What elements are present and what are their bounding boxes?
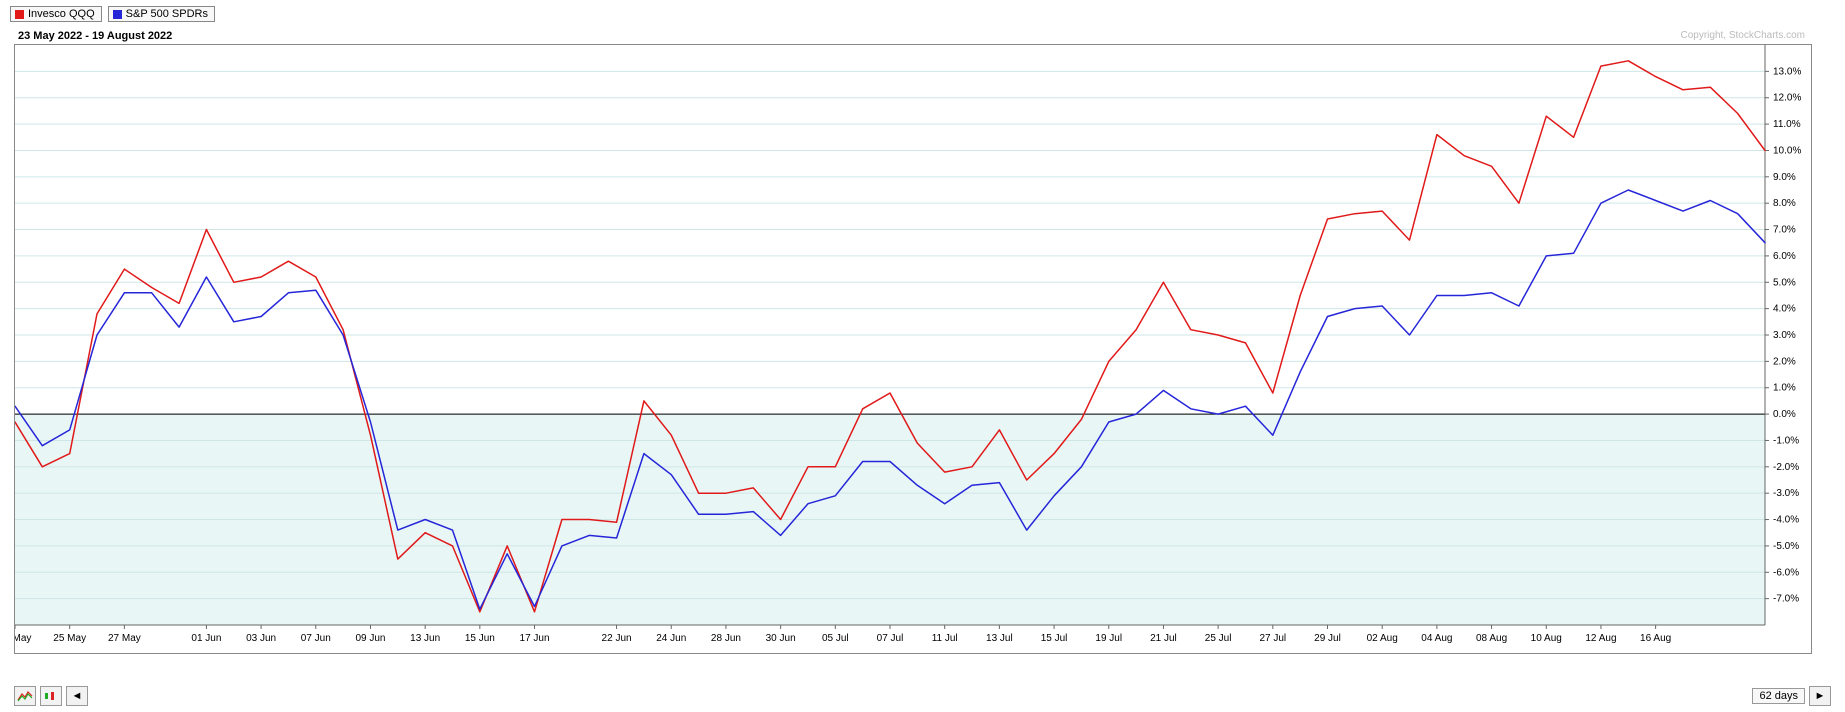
candle-chart-icon[interactable] [40, 686, 62, 706]
toolbar-left: ◄ [14, 686, 88, 706]
x-tick-label: 22 Jun [602, 633, 632, 644]
x-tick-label: 03 Jun [246, 633, 276, 644]
x-tick-label: 09 Jun [355, 633, 385, 644]
x-tick-label: 04 Aug [1421, 633, 1452, 644]
legend-label-qqq: Invesco QQQ [28, 8, 95, 20]
y-tick-label: 7.0% [1773, 225, 1796, 236]
x-tick-label: 05 Jul [822, 633, 849, 644]
x-tick-label: 07 Jul [877, 633, 904, 644]
chart-svg: -7.0% -6.0% -5.0% -4.0% -3.0% -2.0% -1.0% 0.0% 1… [15, 45, 1811, 653]
y-tick-label: 2.0% [1773, 356, 1796, 367]
legend-swatch-qqq [15, 10, 24, 19]
y-tick-label: 8.0% [1773, 198, 1796, 209]
x-tick-label: 27 May [108, 633, 141, 644]
legend-label-spy: S&P 500 SPDRs [126, 8, 208, 20]
date-range-label: 23 May 2022 - 19 August 2022 [18, 30, 172, 42]
y-tick-label: 0.0% [1773, 409, 1796, 420]
x-tick-label: 24 Jun [656, 633, 686, 644]
y-tick-label: -6.0% [1773, 567, 1799, 578]
y-tick-label: -2.0% [1773, 462, 1799, 473]
x-tick-label: 02 Aug [1367, 633, 1398, 644]
x-tick-label: 10 Aug [1531, 633, 1562, 644]
days-count-label[interactable]: 62 days [1752, 688, 1805, 704]
y-tick-label: 4.0% [1773, 304, 1796, 315]
x-tick-label: 25 Jul [1205, 633, 1232, 644]
x-tick-label: 16 Aug [1640, 633, 1671, 644]
x-tick-label: 29 Jul [1314, 633, 1341, 644]
y-tick-label: 12.0% [1773, 93, 1801, 104]
x-tick-label: 01 Jun [191, 633, 221, 644]
y-tick-label: 10.0% [1773, 145, 1801, 156]
x-tick-label: 25 May [53, 633, 86, 644]
legend-bar: Invesco QQQ S&P 500 SPDRs [10, 6, 215, 22]
y-tick-label: 9.0% [1773, 172, 1796, 183]
x-tick-label: 19 Jul [1095, 633, 1122, 644]
x-tick-label: 11 Jul [932, 633, 958, 644]
x-tick-label: 08 Aug [1476, 633, 1507, 644]
x-tick-label: 21 Jul [1150, 633, 1177, 644]
x-tick-label: 13 Jul [986, 633, 1013, 644]
x-tick-label: 15 Jun [465, 633, 495, 644]
legend-item-spy[interactable]: S&P 500 SPDRs [108, 6, 215, 22]
legend-swatch-spy [113, 10, 122, 19]
y-tick-label: 1.0% [1773, 383, 1796, 394]
toolbar-right: 62 days ► [1752, 686, 1831, 706]
y-tick-label: 13.0% [1773, 66, 1801, 77]
line-chart-icon[interactable] [14, 686, 36, 706]
x-tick-label: 23 May [15, 633, 31, 644]
y-tick-label: -1.0% [1773, 435, 1799, 446]
x-tick-label: 27 Jul [1259, 633, 1286, 644]
y-tick-label: -4.0% [1773, 515, 1799, 526]
x-tick-label: 15 Jul [1041, 633, 1068, 644]
legend-item-qqq[interactable]: Invesco QQQ [10, 6, 102, 22]
y-tick-label: -3.0% [1773, 488, 1799, 499]
y-tick-label: 11.0% [1773, 119, 1801, 130]
y-tick-label: 3.0% [1773, 330, 1796, 341]
x-tick-label: 07 Jun [301, 633, 331, 644]
x-tick-label: 30 Jun [766, 633, 796, 644]
nav-left-button[interactable]: ◄ [66, 686, 88, 706]
nav-right-button[interactable]: ► [1809, 686, 1831, 706]
copyright-label: Copyright, StockCharts.com [1681, 30, 1806, 41]
y-tick-label: 6.0% [1773, 251, 1796, 262]
chart-area: -7.0% -6.0% -5.0% -4.0% -3.0% -2.0% -1.0% 0.0% 1… [14, 44, 1812, 654]
y-tick-label: -7.0% [1773, 594, 1799, 605]
y-tick-label: 5.0% [1773, 277, 1796, 288]
x-tick-label: 28 Jun [711, 633, 741, 644]
x-tick-label: 17 Jun [520, 633, 550, 644]
x-tick-label: 13 Jun [410, 633, 440, 644]
y-tick-label: -5.0% [1773, 541, 1799, 552]
x-tick-label: 12 Aug [1585, 633, 1616, 644]
